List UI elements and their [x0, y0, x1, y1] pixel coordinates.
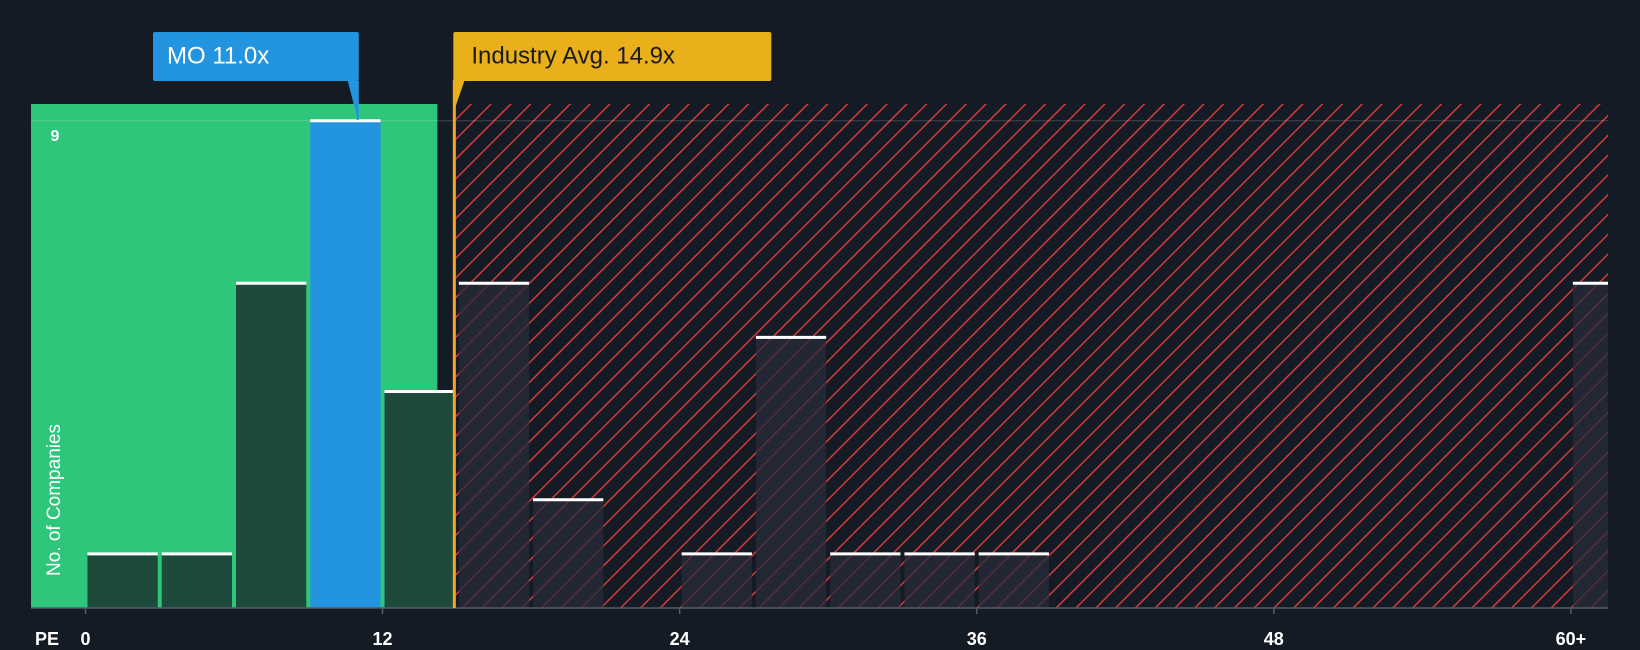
y-axis-label: No. of Companies	[44, 424, 65, 576]
mo-callout-label: MO 11.0x	[167, 42, 269, 69]
bar	[904, 553, 975, 608]
x-tick-label: 0	[80, 629, 90, 649]
industry-callout-label: Industry Avg. 14.9x	[471, 42, 675, 69]
bar	[310, 120, 381, 608]
x-tick-label: 60+	[1556, 629, 1587, 649]
bar	[533, 499, 604, 608]
x-tick-label: 24	[670, 629, 690, 649]
y-tick-label: 9	[51, 128, 60, 145]
bar	[161, 553, 233, 608]
bars	[87, 119, 1608, 608]
x-axis-label: PE	[35, 629, 59, 649]
bar	[458, 283, 530, 608]
x-tick-label: 36	[967, 629, 987, 649]
bar	[236, 283, 307, 608]
industry-callout	[453, 32, 772, 81]
bar	[87, 553, 158, 608]
bar	[978, 553, 1049, 608]
bar	[755, 337, 827, 608]
x-tick-label: 48	[1264, 629, 1284, 649]
foreground-layer: 9 0 12 24 36 48 60+ PE No. of Companies Industry …	[31, 32, 1608, 649]
bar	[830, 553, 901, 608]
bar	[1572, 283, 1608, 608]
industry-callout-pointer	[453, 81, 465, 110]
bar	[384, 391, 455, 608]
mo-callout-pointer	[347, 81, 359, 120]
overvalued-region	[454, 104, 1608, 608]
mo-callout	[153, 32, 359, 81]
x-tick-label: 12	[373, 629, 393, 649]
bar	[681, 553, 752, 608]
